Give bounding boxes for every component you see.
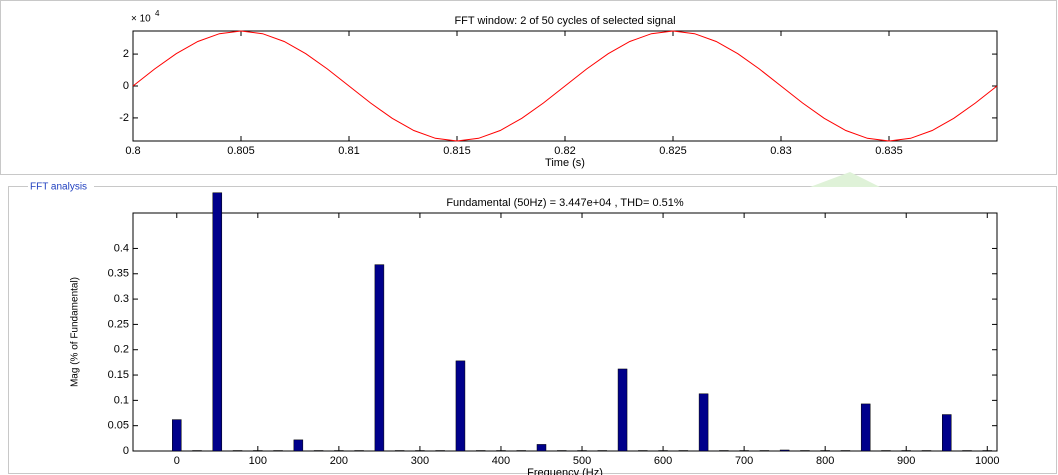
bar bbox=[212, 192, 223, 452]
bar bbox=[617, 368, 628, 452]
panel-label: FFT analysis bbox=[30, 182, 87, 193]
bar bbox=[557, 450, 567, 452]
bar bbox=[860, 403, 871, 452]
bar bbox=[415, 450, 425, 452]
x-tick-label: 0.805 bbox=[227, 145, 255, 157]
bar bbox=[638, 450, 648, 452]
bar bbox=[374, 264, 385, 452]
y-tick-label: 0.25 bbox=[108, 318, 129, 330]
bar bbox=[273, 450, 283, 452]
bar bbox=[739, 450, 749, 452]
bar bbox=[759, 450, 770, 452]
chart-title: FFT window: 2 of 50 cycles of selected s… bbox=[454, 15, 675, 27]
bar bbox=[536, 444, 547, 452]
bar bbox=[313, 450, 324, 452]
x-tick-label: 0.825 bbox=[659, 145, 687, 157]
bar bbox=[658, 450, 668, 452]
bar bbox=[698, 393, 709, 452]
bar bbox=[435, 450, 445, 452]
bar bbox=[475, 450, 486, 452]
bar bbox=[597, 450, 608, 452]
y-tick-label: 0.3 bbox=[114, 293, 129, 305]
bar bbox=[921, 450, 932, 452]
bar bbox=[719, 450, 729, 452]
plot-area bbox=[132, 212, 998, 452]
x-tick-label: 400 bbox=[492, 455, 510, 467]
bar bbox=[800, 450, 810, 452]
bar bbox=[455, 360, 466, 452]
x-tick-label: 1000 bbox=[975, 455, 999, 467]
bar bbox=[394, 450, 405, 452]
x-axis-label: Frequency (Hz) bbox=[527, 467, 603, 475]
y-axis-label: Mag (% of Fundamental) bbox=[70, 277, 81, 387]
x-tick-label: 0 bbox=[174, 455, 180, 467]
y-tick-label: 0.1 bbox=[114, 394, 129, 406]
x-tick-label: 100 bbox=[249, 455, 267, 467]
y-tick-label: 0 bbox=[123, 80, 129, 92]
x-tick-label: 0.815 bbox=[443, 145, 471, 157]
bar bbox=[192, 450, 202, 452]
bar bbox=[840, 450, 851, 452]
x-tick-label: 600 bbox=[654, 455, 672, 467]
panel-label-bg bbox=[28, 181, 94, 193]
bar bbox=[253, 450, 263, 452]
y-tick-label: 0.05 bbox=[108, 420, 129, 432]
x-tick-label: 800 bbox=[816, 455, 834, 467]
y-multiplier: × 10 bbox=[131, 14, 151, 25]
y-tick-label: -2 bbox=[119, 112, 129, 124]
x-tick-label: 0.81 bbox=[338, 145, 359, 157]
bar bbox=[962, 450, 972, 452]
x-tick-label: 0.83 bbox=[770, 145, 791, 157]
bar bbox=[334, 450, 344, 452]
x-tick-label: 300 bbox=[411, 455, 429, 467]
bar bbox=[293, 439, 304, 452]
chart-title: Fundamental (50Hz) = 3.447e+04 , THD= 0.… bbox=[446, 197, 684, 209]
y-tick-label: 0.35 bbox=[108, 268, 129, 280]
x-tick-label: 0.835 bbox=[875, 145, 903, 157]
x-tick-label: 700 bbox=[735, 455, 753, 467]
signal-line bbox=[132, 30, 998, 142]
bar bbox=[516, 450, 526, 452]
bar bbox=[901, 450, 911, 452]
x-tick-label: 200 bbox=[330, 455, 348, 467]
bar bbox=[820, 450, 830, 452]
decoration bbox=[810, 172, 880, 187]
bar bbox=[232, 450, 243, 452]
bar bbox=[172, 419, 182, 452]
y-tick-label: 0 bbox=[123, 445, 129, 457]
y-tick-label: 0.4 bbox=[114, 242, 129, 254]
y-tick-label: 2 bbox=[123, 48, 129, 60]
bar bbox=[678, 450, 689, 452]
y-multiplier-exp: 4 bbox=[155, 9, 160, 18]
x-tick-label: 900 bbox=[897, 455, 915, 467]
bar bbox=[577, 450, 587, 452]
bar bbox=[941, 414, 952, 452]
fft-panel bbox=[8, 186, 1057, 474]
bar bbox=[496, 450, 506, 452]
bar bbox=[779, 449, 790, 452]
bar bbox=[354, 450, 364, 452]
x-tick-label: 500 bbox=[573, 455, 591, 467]
x-tick-label: 0.82 bbox=[554, 145, 575, 157]
x-axis-label: Time (s) bbox=[545, 157, 585, 169]
y-tick-label: 0.15 bbox=[108, 369, 129, 381]
signal-panel bbox=[0, 0, 1057, 175]
bar bbox=[982, 450, 993, 452]
x-tick-label: 0.8 bbox=[125, 145, 140, 157]
y-tick-label: 0.2 bbox=[114, 344, 129, 356]
bar bbox=[881, 450, 891, 452]
